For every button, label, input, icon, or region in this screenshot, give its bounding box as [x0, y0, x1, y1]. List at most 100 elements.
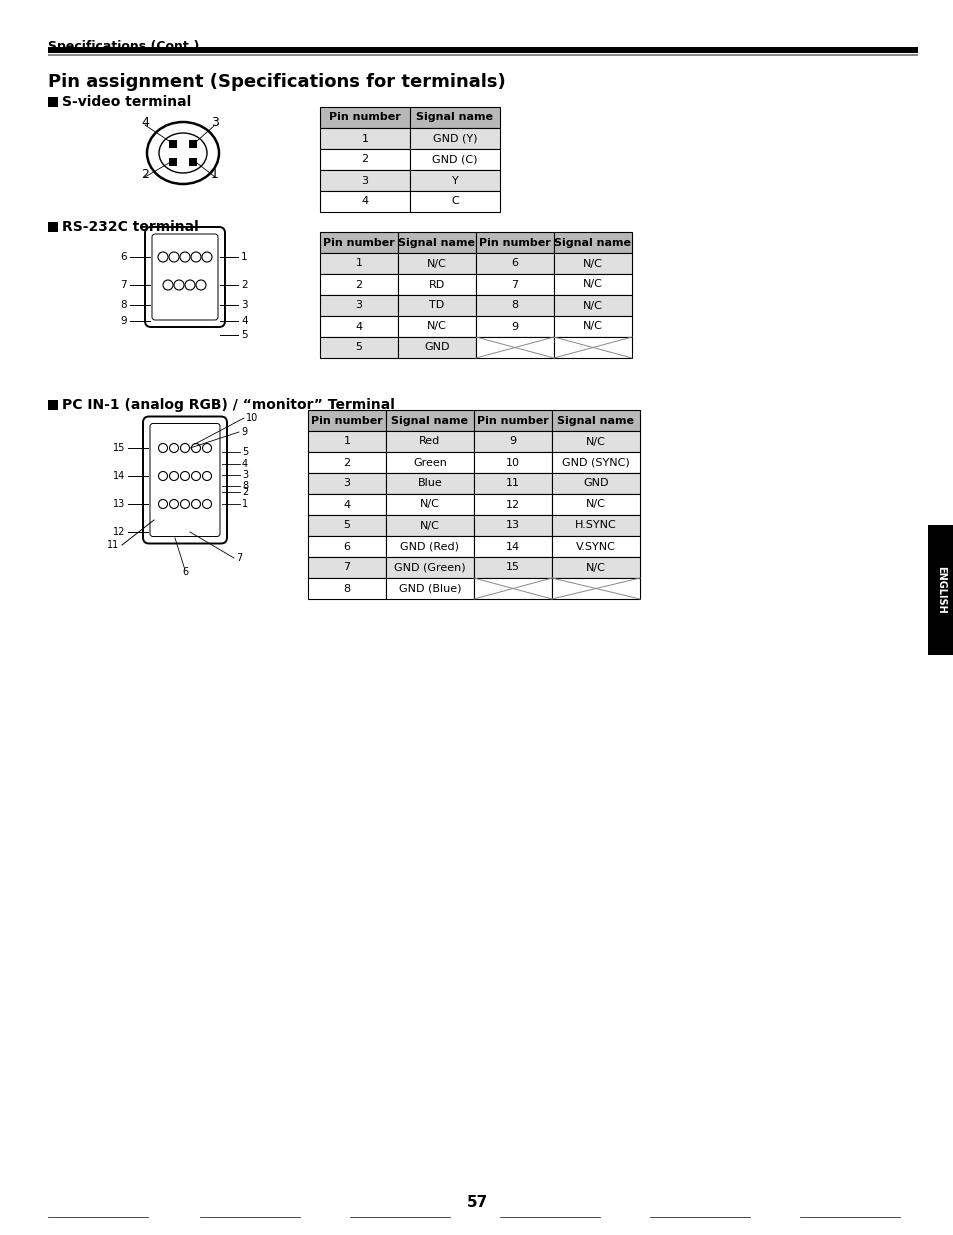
- Text: 11: 11: [107, 540, 119, 550]
- Bar: [308, 494, 386, 515]
- Bar: [319, 232, 397, 253]
- Text: 3: 3: [242, 471, 248, 480]
- Text: 3: 3: [241, 300, 248, 310]
- Circle shape: [195, 280, 206, 290]
- Bar: [189, 140, 196, 148]
- Bar: [308, 557, 386, 578]
- Bar: [169, 158, 177, 165]
- Text: GND (C): GND (C): [432, 154, 477, 164]
- Text: N/C: N/C: [427, 321, 446, 331]
- Text: 2: 2: [355, 279, 362, 289]
- Bar: [319, 107, 410, 128]
- Bar: [386, 473, 474, 494]
- Bar: [554, 316, 631, 337]
- Circle shape: [158, 443, 168, 452]
- Bar: [554, 295, 631, 316]
- Text: 6: 6: [120, 252, 127, 262]
- Text: Signal name: Signal name: [416, 112, 493, 122]
- Text: 8: 8: [343, 583, 350, 594]
- Bar: [554, 337, 631, 358]
- Text: Green: Green: [413, 457, 446, 468]
- Bar: [476, 337, 554, 358]
- Text: N/C: N/C: [585, 436, 605, 447]
- Text: 13: 13: [505, 520, 519, 531]
- Bar: [927, 525, 953, 655]
- Bar: [308, 473, 386, 494]
- Text: GND: GND: [582, 478, 608, 489]
- Bar: [410, 170, 499, 191]
- Text: Specifications (Cont.): Specifications (Cont.): [48, 40, 199, 53]
- Text: 1: 1: [343, 436, 350, 447]
- Text: 8: 8: [511, 300, 518, 310]
- Text: GND (SYNC): GND (SYNC): [561, 457, 629, 468]
- Circle shape: [169, 252, 179, 262]
- Bar: [552, 578, 639, 599]
- Circle shape: [170, 443, 178, 452]
- Bar: [319, 170, 410, 191]
- Text: 9: 9: [241, 427, 247, 437]
- Circle shape: [158, 472, 168, 480]
- Text: 4: 4: [361, 196, 368, 206]
- Bar: [308, 431, 386, 452]
- Bar: [474, 515, 552, 536]
- Text: 2: 2: [242, 487, 248, 496]
- Text: 9: 9: [509, 436, 516, 447]
- Text: 14: 14: [112, 471, 125, 480]
- Text: 2: 2: [141, 168, 149, 182]
- Text: N/C: N/C: [585, 562, 605, 573]
- Text: H.SYNC: H.SYNC: [575, 520, 617, 531]
- Text: 2: 2: [361, 154, 368, 164]
- Text: 3: 3: [361, 175, 368, 185]
- Bar: [474, 452, 552, 473]
- Text: 1: 1: [211, 168, 218, 182]
- Text: 12: 12: [112, 527, 125, 537]
- Circle shape: [202, 472, 212, 480]
- Bar: [552, 494, 639, 515]
- Bar: [552, 536, 639, 557]
- Text: Pin number: Pin number: [311, 415, 382, 426]
- Text: RD: RD: [429, 279, 445, 289]
- Text: N/C: N/C: [419, 520, 439, 531]
- Circle shape: [163, 280, 172, 290]
- Bar: [386, 515, 474, 536]
- Text: 5: 5: [242, 447, 248, 457]
- Text: 57: 57: [466, 1195, 487, 1210]
- Circle shape: [180, 252, 190, 262]
- Bar: [476, 274, 554, 295]
- Text: 8: 8: [242, 480, 248, 492]
- Text: GND (Blue): GND (Blue): [398, 583, 460, 594]
- Text: 7: 7: [343, 562, 350, 573]
- Text: Blue: Blue: [417, 478, 442, 489]
- Text: 12: 12: [505, 499, 519, 510]
- Text: N/C: N/C: [582, 279, 602, 289]
- Circle shape: [180, 443, 190, 452]
- Circle shape: [192, 472, 200, 480]
- Bar: [554, 232, 631, 253]
- Bar: [474, 557, 552, 578]
- Bar: [319, 149, 410, 170]
- Text: GND (Red): GND (Red): [400, 541, 459, 552]
- Bar: [474, 494, 552, 515]
- Text: Y: Y: [451, 175, 457, 185]
- Bar: [319, 274, 397, 295]
- Bar: [386, 578, 474, 599]
- Bar: [552, 431, 639, 452]
- Circle shape: [158, 252, 168, 262]
- Bar: [319, 191, 410, 212]
- Text: 5: 5: [241, 330, 248, 340]
- Bar: [554, 274, 631, 295]
- Bar: [474, 578, 552, 599]
- Bar: [474, 410, 552, 431]
- Bar: [319, 295, 397, 316]
- Text: 8: 8: [120, 300, 127, 310]
- Bar: [397, 316, 476, 337]
- Bar: [476, 232, 554, 253]
- Bar: [319, 128, 410, 149]
- Circle shape: [180, 472, 190, 480]
- Text: 6: 6: [511, 258, 518, 268]
- Text: 9: 9: [120, 316, 127, 326]
- Bar: [410, 149, 499, 170]
- Text: 4: 4: [242, 459, 248, 469]
- Text: Red: Red: [419, 436, 440, 447]
- Text: TD: TD: [429, 300, 444, 310]
